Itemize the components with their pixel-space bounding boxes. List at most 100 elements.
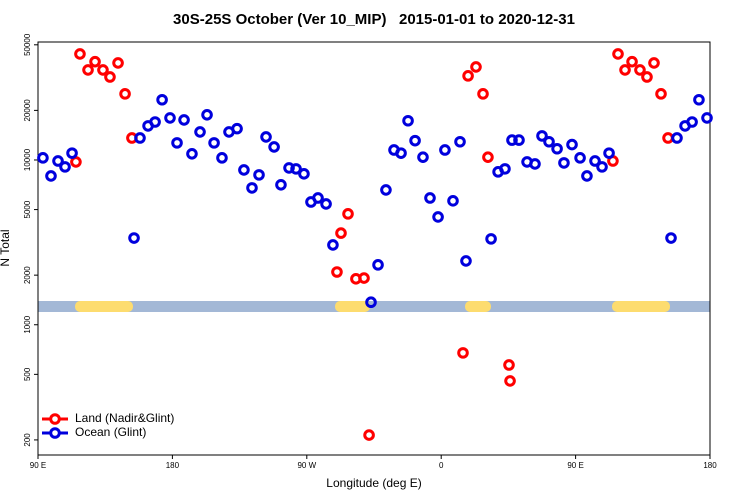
- point: [372, 259, 384, 271]
- point: [581, 170, 593, 182]
- point: [485, 233, 497, 245]
- point: [52, 155, 64, 167]
- point: [499, 163, 511, 175]
- point: [149, 116, 161, 128]
- point: [457, 347, 469, 359]
- point: [409, 134, 421, 147]
- point: [97, 64, 109, 76]
- y-tick-label: 10000: [23, 148, 32, 171]
- point: [626, 55, 638, 68]
- point: [470, 61, 482, 73]
- point: [268, 141, 280, 153]
- point: [290, 163, 302, 175]
- point: [331, 266, 343, 278]
- point: [612, 48, 624, 60]
- point: [208, 137, 220, 149]
- point: [596, 161, 608, 173]
- x-tick-label: 180: [166, 461, 180, 470]
- point: [216, 152, 228, 164]
- plot-frame: [37, 41, 711, 456]
- x-tick-label: 90 W: [297, 461, 316, 470]
- point: [238, 164, 250, 176]
- point: [462, 70, 474, 82]
- point: [671, 132, 683, 144]
- point: [655, 88, 667, 100]
- point: [59, 161, 71, 173]
- point: [128, 232, 140, 244]
- point: [119, 88, 131, 100]
- y-tick-label: 200: [23, 433, 32, 447]
- y-tick-label: 500: [23, 367, 32, 381]
- legend-label: Land (Nadir&Glint): [75, 411, 174, 425]
- strip-land: [465, 301, 491, 312]
- point: [402, 114, 414, 127]
- point: [506, 134, 518, 146]
- point: [447, 195, 459, 207]
- chart-title: 30S-25S October (Ver 10_MIP) 2015-01-01 …: [173, 11, 575, 28]
- point: [395, 147, 407, 159]
- legend-label: Ocean (Glint): [75, 425, 146, 439]
- point: [566, 138, 578, 151]
- point: [82, 64, 94, 76]
- y-tick-label: 2000: [23, 266, 32, 284]
- point: [275, 178, 287, 191]
- point: [186, 148, 198, 160]
- point: [686, 116, 698, 128]
- strip-land: [612, 301, 670, 312]
- legend-marker: [49, 413, 61, 425]
- point: [104, 71, 116, 83]
- point: [603, 147, 615, 159]
- point: [320, 198, 332, 210]
- x-axis-label: Longitude (deg E): [326, 476, 421, 490]
- point: [454, 135, 466, 148]
- strip-land: [335, 301, 370, 312]
- point: [648, 57, 660, 69]
- point: [619, 64, 631, 76]
- y-tick-label: 20000: [23, 99, 32, 122]
- point: [536, 130, 548, 142]
- point: [693, 93, 705, 106]
- legend-marker: [49, 427, 61, 439]
- point: [201, 109, 213, 121]
- point: [504, 375, 516, 387]
- point: [327, 239, 339, 251]
- point: [701, 112, 713, 124]
- point: [312, 192, 324, 204]
- point: [253, 169, 265, 181]
- point: [665, 232, 677, 244]
- y-tick-label: 1000: [23, 315, 32, 333]
- point: [45, 170, 57, 182]
- point: [543, 135, 555, 148]
- point: [477, 88, 489, 100]
- point: [641, 71, 653, 83]
- strip-land: [75, 301, 133, 312]
- point: [380, 184, 392, 196]
- point: [89, 55, 101, 68]
- point: [171, 137, 183, 149]
- point: [156, 93, 168, 106]
- y-tick-label: 50000: [23, 33, 32, 56]
- point: [231, 122, 243, 135]
- point: [365, 296, 377, 309]
- y-axis-label: N Total: [0, 229, 12, 266]
- y-tick-label: 5000: [23, 200, 32, 218]
- point: [260, 131, 272, 143]
- point: [363, 429, 375, 441]
- point: [70, 156, 82, 168]
- x-tick-label: 180: [703, 461, 717, 470]
- point: [37, 152, 49, 164]
- point: [482, 151, 494, 163]
- point: [529, 158, 541, 170]
- point: [358, 272, 370, 284]
- point: [335, 227, 347, 239]
- point: [634, 64, 646, 76]
- point: [164, 112, 176, 124]
- point: [194, 126, 206, 138]
- point: [558, 157, 570, 169]
- point: [574, 152, 586, 164]
- point: [112, 57, 124, 69]
- point: [66, 147, 78, 159]
- point: [432, 211, 444, 223]
